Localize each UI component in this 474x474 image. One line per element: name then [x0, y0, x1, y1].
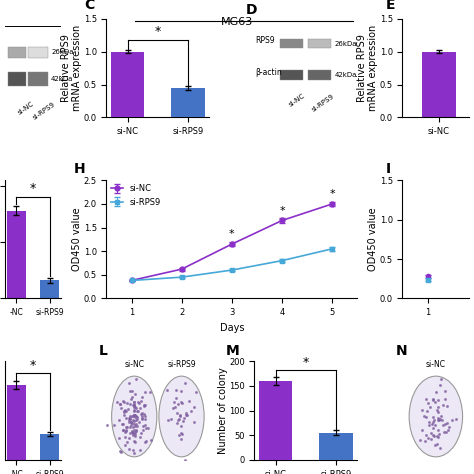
Text: C: C: [84, 0, 94, 12]
Ellipse shape: [159, 376, 204, 457]
Text: si-RPS9: si-RPS9: [32, 100, 56, 120]
Text: I: I: [386, 162, 391, 176]
FancyBboxPatch shape: [280, 39, 303, 48]
Text: si-NC: si-NC: [124, 360, 144, 369]
Text: 42kDa: 42kDa: [51, 76, 73, 82]
Text: 26kDa: 26kDa: [335, 41, 357, 46]
Text: *: *: [303, 356, 309, 369]
Bar: [319, 433, 353, 460]
Text: M: M: [226, 345, 239, 358]
Y-axis label: Relative RPS9
mRNA expression: Relative RPS9 mRNA expression: [61, 25, 82, 111]
Text: 42kDa: 42kDa: [335, 72, 357, 78]
FancyBboxPatch shape: [308, 70, 330, 80]
FancyBboxPatch shape: [28, 72, 48, 86]
X-axis label: Days: Days: [219, 323, 244, 333]
Text: *: *: [30, 359, 36, 372]
Text: si-NC: si-NC: [287, 93, 306, 108]
Text: *: *: [279, 206, 285, 216]
Text: *: *: [155, 25, 161, 38]
Text: *: *: [229, 229, 235, 239]
FancyBboxPatch shape: [28, 46, 48, 58]
FancyBboxPatch shape: [280, 70, 303, 80]
Text: si-NC: si-NC: [17, 100, 35, 116]
Text: N: N: [396, 345, 408, 358]
Y-axis label: OD450 value: OD450 value: [368, 208, 378, 271]
FancyBboxPatch shape: [8, 46, 26, 58]
Bar: [259, 381, 292, 460]
Text: *: *: [329, 189, 335, 199]
Bar: [40, 434, 59, 460]
Bar: [7, 211, 26, 299]
Bar: [111, 52, 144, 118]
Ellipse shape: [409, 376, 463, 457]
Bar: [172, 88, 205, 118]
Text: RPS9: RPS9: [255, 36, 275, 45]
Bar: [422, 52, 456, 118]
Text: 26kDa: 26kDa: [51, 49, 73, 55]
FancyBboxPatch shape: [8, 72, 26, 86]
FancyBboxPatch shape: [308, 39, 330, 48]
Text: si-RPS9: si-RPS9: [311, 93, 336, 112]
Text: E: E: [386, 0, 395, 12]
Y-axis label: OD450 value: OD450 value: [72, 208, 82, 271]
Bar: [40, 281, 59, 299]
Ellipse shape: [111, 376, 157, 457]
Text: MG63: MG63: [221, 17, 253, 27]
Legend: si-NC, si-RPS9: si-NC, si-RPS9: [110, 184, 161, 207]
Text: H: H: [74, 162, 85, 176]
Text: si-NC: si-NC: [426, 360, 446, 369]
Text: β-actin: β-actin: [255, 68, 282, 77]
Text: *: *: [30, 182, 36, 195]
Y-axis label: Relative RPS9
mRNA expression: Relative RPS9 mRNA expression: [356, 25, 378, 111]
Y-axis label: Number of colony: Number of colony: [218, 367, 228, 454]
Text: si-RPS9: si-RPS9: [167, 360, 196, 369]
Text: L: L: [98, 345, 107, 358]
Bar: [7, 385, 26, 460]
Text: D: D: [246, 3, 258, 17]
